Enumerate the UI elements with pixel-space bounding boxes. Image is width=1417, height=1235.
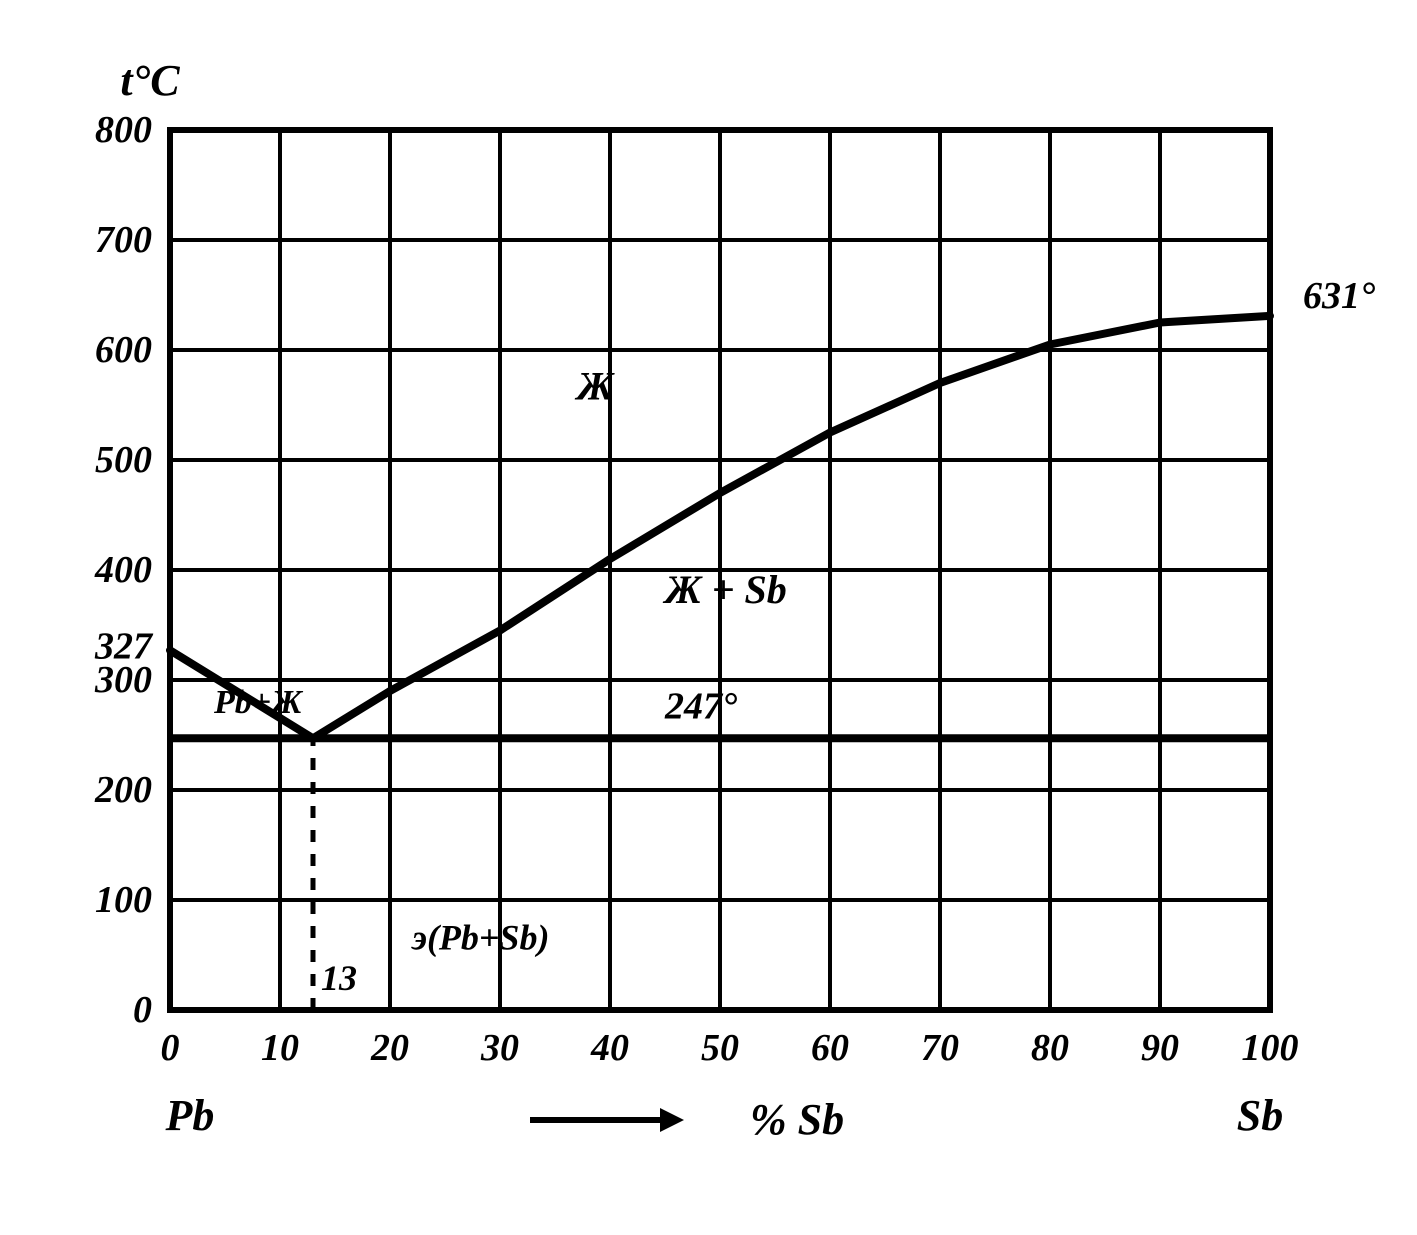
x-tick-label: 80 <box>1031 1027 1069 1069</box>
x-left-end-label: Pb <box>165 1091 215 1140</box>
region-label: Ж + Sb <box>662 567 787 612</box>
x-tick-label: 60 <box>811 1027 849 1069</box>
region-label: э(Pb+Sb) <box>411 918 549 958</box>
x-tick-label: 70 <box>921 1027 959 1069</box>
y-tick-label: 700 <box>95 219 152 261</box>
x-tick-label: 50 <box>701 1027 739 1069</box>
y-tick-label: 500 <box>95 439 152 481</box>
x-tick-label: 40 <box>590 1027 629 1069</box>
special-label: 631° <box>1303 275 1375 317</box>
y-extra-tick-label: 327 <box>94 625 154 667</box>
x-tick-label: 0 <box>161 1027 180 1069</box>
x-tick-label: 30 <box>480 1027 519 1069</box>
x-axis-center-label: % Sb <box>750 1095 844 1144</box>
y-tick-label: 0 <box>133 989 152 1031</box>
x-tick-label: 10 <box>261 1027 299 1069</box>
x-tick-label: 100 <box>1242 1027 1299 1069</box>
y-tick-label: 400 <box>94 549 152 591</box>
y-tick-label: 600 <box>95 329 152 371</box>
y-tick-label: 200 <box>94 769 152 811</box>
region-label: Pb+Ж <box>213 684 304 721</box>
special-label: 247° <box>664 686 737 728</box>
y-axis-title: t°C <box>120 56 180 105</box>
x-tick-label: 20 <box>370 1027 409 1069</box>
y-tick-label: 100 <box>95 879 152 921</box>
x-tick-label: 90 <box>1141 1027 1179 1069</box>
y-tick-label: 800 <box>95 109 152 151</box>
phase-diagram-chart: 0102030405060708090100010020030040050060… <box>0 0 1417 1235</box>
eutectic-x-label: 13 <box>321 958 357 998</box>
region-label: Ж <box>574 364 615 409</box>
x-right-end-label: Sb <box>1237 1091 1283 1140</box>
